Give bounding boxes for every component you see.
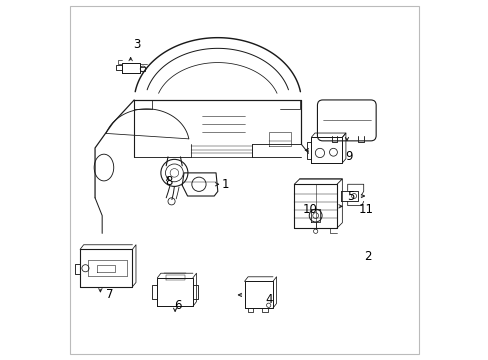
Text: 5: 5: [346, 189, 353, 203]
Text: 1: 1: [221, 178, 228, 191]
Text: 6: 6: [174, 299, 181, 312]
Text: 10: 10: [302, 203, 316, 216]
Text: 2: 2: [364, 250, 371, 263]
Text: 7: 7: [105, 288, 113, 301]
Text: 4: 4: [265, 293, 273, 306]
Text: 3: 3: [133, 38, 140, 51]
Text: 11: 11: [358, 203, 373, 216]
Text: 9: 9: [345, 150, 352, 163]
Text: 8: 8: [164, 175, 172, 188]
